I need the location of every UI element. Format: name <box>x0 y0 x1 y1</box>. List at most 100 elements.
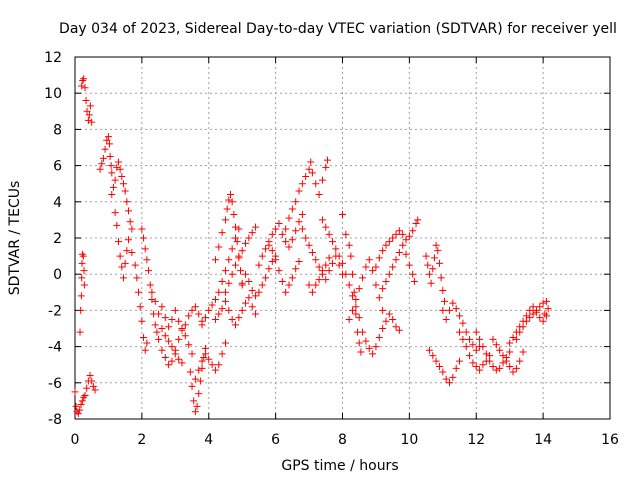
data-point <box>305 241 313 249</box>
data-point <box>71 388 79 396</box>
data-point <box>265 241 273 249</box>
data-point <box>275 267 283 275</box>
data-point <box>121 259 129 267</box>
data-point <box>382 241 390 249</box>
data-point <box>312 180 320 188</box>
data-point <box>188 306 196 314</box>
data-point <box>165 337 173 345</box>
data-point <box>342 230 350 238</box>
data-point <box>228 245 236 253</box>
data-point <box>278 230 286 238</box>
data-point <box>432 241 440 249</box>
data-point <box>446 379 453 387</box>
data-point <box>185 312 193 320</box>
data-point <box>288 205 296 213</box>
data-point <box>489 363 497 371</box>
data-point <box>332 245 340 253</box>
data-point <box>355 339 363 347</box>
data-point <box>339 210 346 218</box>
data-point <box>114 238 122 246</box>
data-point <box>335 252 343 260</box>
data-point <box>409 270 417 278</box>
data-point <box>205 306 213 314</box>
data-point <box>305 165 313 173</box>
data-point <box>479 361 487 369</box>
data-point <box>446 306 453 314</box>
data-point <box>302 172 310 180</box>
data-point <box>225 306 233 314</box>
data-point <box>235 314 243 322</box>
data-point <box>529 310 537 318</box>
data-point <box>113 221 121 229</box>
data-point <box>369 350 377 358</box>
data-point <box>350 288 358 296</box>
data-point <box>205 355 213 363</box>
data-point <box>402 250 410 258</box>
data-point <box>191 375 199 383</box>
data-point <box>439 306 447 314</box>
data-point <box>125 236 132 244</box>
data-point <box>308 248 316 256</box>
data-point <box>77 306 85 314</box>
data-point <box>116 252 124 260</box>
data-point <box>109 183 117 191</box>
data-point <box>215 288 223 296</box>
data-point <box>245 294 253 302</box>
data-point <box>235 254 243 262</box>
data-point <box>135 288 143 296</box>
data-point <box>345 281 353 289</box>
data-point <box>372 281 380 289</box>
data-point <box>539 317 547 325</box>
data-point <box>315 263 323 271</box>
data-point <box>74 410 82 418</box>
data-point <box>218 229 226 237</box>
data-point <box>138 225 146 233</box>
data-point <box>125 207 132 215</box>
data-point <box>292 265 300 273</box>
data-point <box>268 258 276 266</box>
data-point <box>272 225 280 233</box>
data-point <box>146 281 154 289</box>
y-tick-label: 8 <box>53 122 62 138</box>
data-point <box>466 352 474 360</box>
data-point <box>196 377 204 385</box>
data-point <box>232 223 239 231</box>
data-point <box>506 363 514 371</box>
data-point <box>295 258 303 266</box>
data-point <box>218 350 226 358</box>
data-point <box>248 286 256 294</box>
data-point <box>288 236 296 244</box>
data-point <box>395 326 403 334</box>
data-point <box>430 254 438 262</box>
data-point <box>328 238 336 246</box>
data-point <box>459 335 467 343</box>
data-point <box>140 234 148 242</box>
data-point <box>143 339 151 347</box>
data-point <box>106 153 114 161</box>
data-point <box>138 317 146 325</box>
y-tick-label: 0 <box>53 267 62 283</box>
data-point <box>479 343 487 351</box>
data-point <box>425 270 433 278</box>
data-point <box>472 328 480 336</box>
data-point <box>442 315 450 323</box>
data-point <box>375 294 383 302</box>
data-point <box>107 162 115 170</box>
data-point <box>221 267 229 275</box>
data-point <box>372 343 380 351</box>
data-point <box>141 346 149 354</box>
data-point <box>308 288 316 296</box>
data-point <box>221 297 229 305</box>
data-point <box>522 312 530 320</box>
data-point <box>295 218 303 226</box>
data-point <box>218 277 226 285</box>
data-point <box>88 377 96 385</box>
data-point <box>80 281 88 289</box>
data-point <box>208 361 216 369</box>
data-point <box>232 234 239 242</box>
data-point <box>215 361 223 369</box>
data-point <box>79 252 87 260</box>
data-point <box>315 191 323 199</box>
data-point <box>181 321 189 329</box>
data-point <box>328 259 336 267</box>
